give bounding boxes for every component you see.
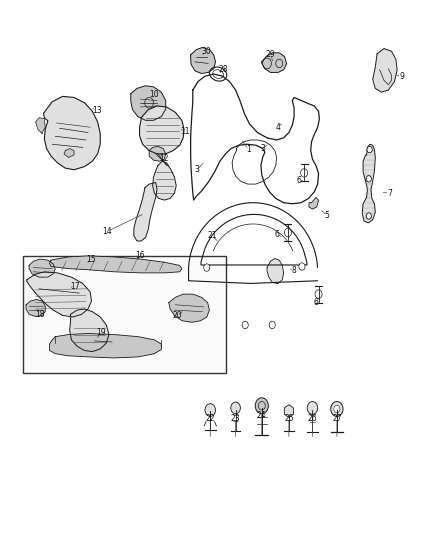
Text: 19: 19: [96, 328, 106, 337]
Polygon shape: [49, 334, 161, 358]
Text: 20: 20: [172, 311, 182, 320]
Polygon shape: [35, 118, 45, 134]
Polygon shape: [373, 49, 397, 92]
Polygon shape: [134, 182, 157, 241]
Polygon shape: [262, 53, 287, 72]
Text: 8: 8: [292, 266, 297, 275]
Polygon shape: [27, 272, 92, 317]
Text: 28: 28: [219, 66, 228, 74]
Text: 27: 27: [332, 414, 342, 423]
Circle shape: [366, 213, 371, 219]
Text: 1: 1: [246, 145, 251, 154]
Text: 5: 5: [325, 211, 330, 220]
Text: 10: 10: [149, 90, 159, 99]
Polygon shape: [131, 86, 166, 120]
Polygon shape: [362, 144, 375, 223]
Polygon shape: [26, 300, 45, 317]
Circle shape: [242, 321, 248, 329]
Polygon shape: [309, 197, 318, 209]
Text: 26: 26: [307, 414, 317, 423]
Circle shape: [299, 263, 305, 270]
Polygon shape: [191, 47, 215, 74]
Text: 9: 9: [399, 71, 404, 80]
Polygon shape: [267, 259, 284, 284]
Circle shape: [205, 403, 215, 416]
Text: 17: 17: [70, 281, 80, 290]
Circle shape: [367, 147, 372, 153]
Text: 14: 14: [102, 227, 112, 236]
Polygon shape: [152, 161, 176, 200]
Text: 6: 6: [314, 298, 318, 307]
Circle shape: [366, 175, 371, 182]
Circle shape: [231, 402, 240, 414]
Circle shape: [269, 321, 276, 329]
Text: 4: 4: [276, 123, 280, 132]
Circle shape: [255, 398, 268, 414]
Text: 30: 30: [201, 47, 211, 55]
Text: 11: 11: [180, 127, 190, 136]
Polygon shape: [49, 256, 182, 273]
Text: 3: 3: [195, 165, 200, 174]
Polygon shape: [43, 96, 100, 169]
Text: 13: 13: [92, 106, 102, 115]
Circle shape: [331, 401, 343, 416]
Text: 16: 16: [136, 252, 145, 260]
Polygon shape: [29, 259, 55, 277]
Text: 15: 15: [87, 255, 96, 263]
FancyBboxPatch shape: [22, 256, 226, 373]
Polygon shape: [64, 149, 74, 158]
Text: 24: 24: [257, 411, 267, 420]
Polygon shape: [70, 309, 109, 352]
Text: 29: 29: [266, 51, 276, 59]
Text: 6: 6: [274, 230, 279, 239]
Text: 7: 7: [387, 189, 392, 198]
Text: 22: 22: [205, 414, 215, 423]
Circle shape: [307, 401, 318, 414]
Text: 12: 12: [160, 154, 169, 163]
Text: 21: 21: [207, 231, 217, 240]
Text: 18: 18: [35, 310, 45, 319]
Circle shape: [334, 405, 340, 413]
Circle shape: [204, 264, 210, 271]
Polygon shape: [149, 147, 166, 161]
Text: 3: 3: [260, 144, 265, 153]
Polygon shape: [140, 106, 184, 154]
Text: 23: 23: [231, 414, 240, 423]
Text: 25: 25: [284, 414, 293, 423]
Text: 6: 6: [296, 176, 301, 185]
Polygon shape: [169, 294, 209, 322]
